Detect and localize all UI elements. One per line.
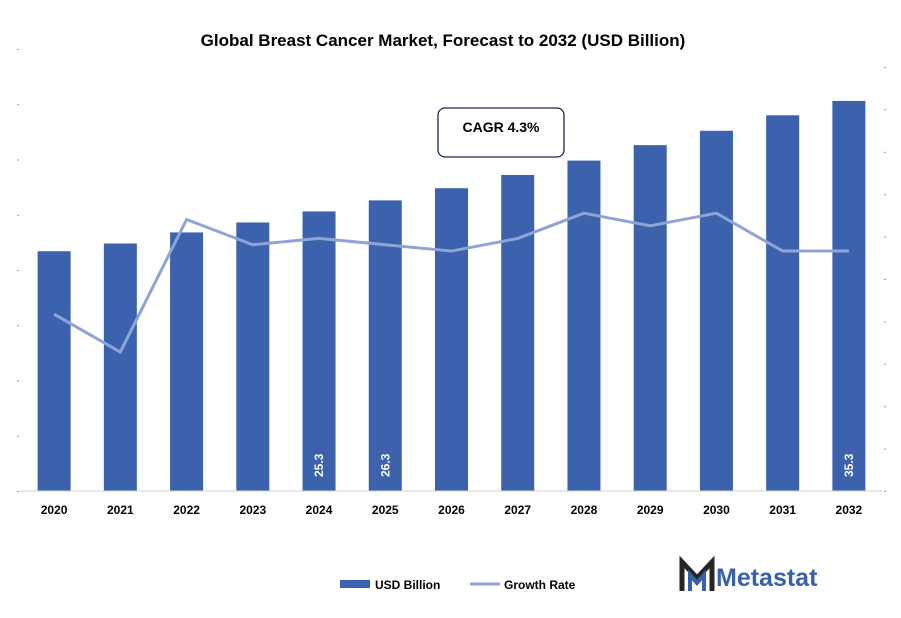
x-tick-2025: 2025: [372, 503, 399, 517]
left-tick-mark: [17, 435, 19, 437]
left-tick-mark: [17, 49, 19, 50]
right-tick-mark: [884, 109, 886, 111]
x-tick-2029: 2029: [637, 503, 664, 517]
bar-data-label-2025: 26.3: [378, 453, 392, 477]
x-tick-2032: 2032: [836, 503, 863, 517]
bar-2021: [103, 243, 137, 491]
cagr-annotation: CAGR 4.3%: [437, 107, 565, 158]
legend-label-growth-rate: Growth Rate: [504, 578, 576, 592]
bar-2030: [699, 130, 733, 491]
growth-rate-series: [53, 211, 849, 354]
right-tick-mark: [884, 151, 886, 153]
bar-2024: [302, 211, 336, 491]
x-tick-2027: 2027: [504, 503, 531, 517]
left-axis-ticks: [17, 49, 19, 492]
x-tick-2024: 2024: [306, 503, 333, 517]
bar-2026: [435, 188, 468, 492]
left-tick-mark: [17, 159, 19, 161]
legend-swatch-usd-billion: [340, 580, 370, 588]
x-tick-2022: 2022: [173, 503, 200, 517]
x-tick-2021: 2021: [107, 503, 134, 517]
x-axis-ticks: 2020 2021 2022 2023 2024 2025 2026 2027 2028 2029…: [41, 503, 863, 517]
right-axis-ticks: [884, 67, 886, 492]
x-tick-2031: 2031: [769, 503, 796, 517]
x-tick-2026: 2026: [438, 503, 465, 517]
x-tick-2020: 2020: [41, 503, 68, 517]
bar-2029: [633, 145, 667, 491]
bar-2025: [368, 200, 402, 491]
bar-data-label-2032: 35.3: [842, 453, 856, 477]
right-tick-mark: [884, 491, 886, 492]
right-tick-mark: [884, 363, 886, 365]
right-tick-mark: [884, 236, 886, 238]
left-tick-mark: [17, 491, 19, 492]
bar-2032: [832, 100, 866, 491]
growth-rate-line: [53, 211, 849, 354]
bar-2023: [236, 222, 270, 492]
bar-2031: [766, 115, 800, 492]
left-tick-mark: [17, 380, 19, 382]
left-tick-mark: [17, 104, 19, 106]
metastat-logo: Metastat: [679, 555, 818, 592]
bar-2028: [567, 160, 601, 492]
right-tick-mark: [884, 321, 886, 323]
cagr-label: CAGR 4.3%: [462, 119, 540, 135]
right-tick-mark: [884, 279, 886, 280]
legend: USD Billion Growth Rate: [340, 578, 576, 592]
bar-2027: [501, 174, 535, 491]
left-tick-mark: [17, 270, 19, 271]
bar-data-label-2024: 25.3: [312, 453, 326, 477]
x-tick-2030: 2030: [703, 503, 730, 517]
metastat-m-icon: [679, 555, 715, 591]
right-tick-mark: [884, 406, 886, 408]
x-tick-2028: 2028: [571, 503, 598, 517]
right-tick-mark: [884, 448, 886, 450]
bar-2022: [170, 232, 204, 491]
brand-name: Metastat: [716, 564, 818, 592]
bar-2020: [37, 251, 71, 491]
right-tick-mark: [884, 67, 886, 68]
right-tick-mark: [884, 194, 886, 196]
chart-title: Global Breast Cancer Market, Forecast to…: [201, 31, 686, 50]
legend-label-usd-billion: USD Billion: [375, 578, 440, 592]
bar-series: [37, 100, 866, 492]
bar-data-labels: 25.3 26.3 35.3: [312, 453, 856, 477]
left-tick-mark: [17, 325, 19, 327]
left-tick-mark: [17, 214, 19, 216]
x-tick-2023: 2023: [239, 503, 266, 517]
cagr-box: [437, 107, 565, 158]
